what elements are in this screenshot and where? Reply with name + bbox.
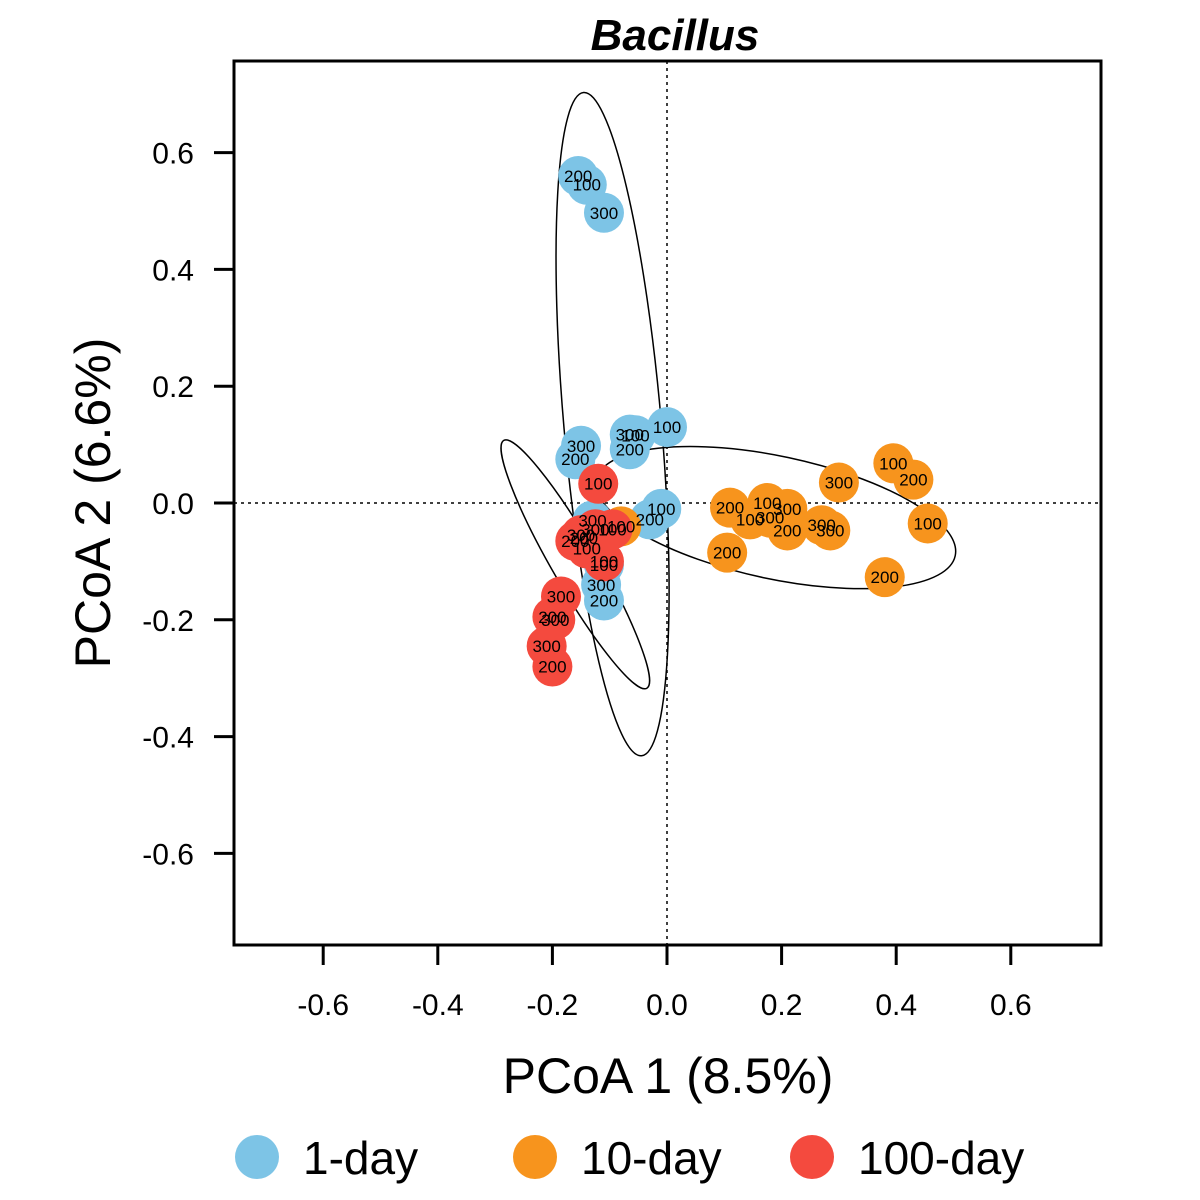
point-label: 100 — [607, 517, 635, 536]
point-label: 300 — [567, 526, 595, 545]
y-axis: -0.6 -0.4 -0.2 0.0 0.2 0.4 0.6 — [142, 138, 234, 871]
point-label: 100 — [914, 514, 942, 533]
point-label: 200 — [616, 440, 644, 459]
y-tick-label: 0.6 — [152, 138, 194, 171]
point-label: 100 — [584, 475, 612, 494]
point-label: 300 — [616, 426, 644, 445]
x-tick-label: 0.4 — [875, 989, 917, 1022]
x-tick-label: -0.2 — [527, 989, 579, 1022]
point-label: 200 — [590, 592, 618, 611]
point-label: 300 — [825, 474, 853, 493]
point-label: 300 — [756, 509, 784, 528]
point-100-day — [532, 646, 573, 687]
point-label: 200 — [871, 568, 899, 587]
point-label: 300 — [581, 520, 609, 539]
y-axis-label: PCoA 2 (6.6%) — [65, 338, 121, 669]
y-tick-label: 0.0 — [152, 488, 194, 521]
point-10-day — [893, 459, 934, 500]
y-tick-label: 0.4 — [152, 254, 194, 287]
point-label: 100 — [621, 426, 649, 445]
point-label: 300 — [541, 611, 569, 630]
point-label: 300 — [587, 576, 615, 595]
y-tick-label: -0.6 — [142, 838, 194, 871]
point-label: 300 — [773, 500, 801, 519]
point-10-day — [907, 503, 948, 544]
x-tick-label: 0.0 — [646, 989, 688, 1022]
point-label: 100 — [736, 510, 764, 529]
point-label: 300 — [547, 587, 575, 606]
point-label: 200 — [561, 450, 589, 469]
point-1-day — [583, 580, 624, 621]
point-10-day — [810, 510, 851, 551]
point-1-day — [647, 407, 687, 448]
point-label: 300 — [567, 437, 595, 456]
point-label: 300 — [578, 512, 606, 531]
point-label: 300 — [808, 516, 836, 535]
legend-marker-1-day — [235, 1135, 279, 1179]
y-tick-label: -0.2 — [142, 605, 194, 638]
point-label: 100 — [753, 494, 781, 513]
point-label: 200 — [716, 499, 744, 518]
chart-title: Bacillus — [591, 11, 760, 60]
x-tick-label: -0.4 — [412, 989, 464, 1022]
point-label: 200 — [538, 608, 566, 627]
point-label: 200 — [713, 544, 741, 563]
point-label: 100 — [590, 552, 618, 571]
point-label: 100 — [598, 520, 626, 539]
point-label: 100 — [590, 556, 618, 575]
point-label: 100 — [653, 418, 681, 437]
legend-marker-100-day — [790, 1135, 834, 1179]
x-tick-label: 0.6 — [990, 989, 1032, 1022]
point-label: 200 — [564, 167, 592, 186]
legend-label-100-day: 100-day — [858, 1132, 1024, 1184]
point-label: 100 — [647, 500, 675, 519]
point-label: 300 — [816, 521, 844, 540]
point-10-day — [707, 532, 748, 573]
point-label: 200 — [773, 521, 801, 540]
point-label: 200 — [561, 532, 589, 551]
legend-label-10-day: 10-day — [581, 1132, 722, 1184]
legend: 1-day 10-day 100-day — [235, 1132, 1024, 1184]
point-10-day — [818, 462, 859, 503]
point-label: 100 — [573, 540, 601, 559]
x-axis: -0.6 -0.4 -0.2 0.0 0.2 0.4 0.6 — [297, 945, 1032, 1022]
point-10-day — [767, 510, 808, 551]
point-label: 200 — [538, 658, 566, 677]
point-label: 300 — [590, 204, 618, 223]
x-tick-label: 0.2 — [761, 989, 803, 1022]
x-tick-label: -0.6 — [297, 989, 349, 1022]
legend-label-1-day: 1-day — [303, 1132, 418, 1184]
point-label: 200 — [570, 529, 598, 548]
point-label: 200 — [636, 510, 664, 529]
point-label: 200 — [899, 471, 927, 490]
point-100-day — [578, 463, 619, 504]
point-label: 300 — [532, 637, 560, 656]
point-1-day — [583, 192, 624, 233]
point-label: 100 — [573, 176, 601, 195]
x-axis-label: PCoA 1 (8.5%) — [503, 1048, 834, 1104]
y-tick-label: -0.4 — [142, 722, 194, 755]
point-label: 100 — [879, 454, 907, 473]
point-100-day — [583, 541, 624, 582]
point-1-day — [609, 429, 650, 470]
y-tick-label: 0.2 — [152, 371, 194, 404]
legend-marker-10-day — [513, 1135, 557, 1179]
point-10-day — [864, 557, 905, 598]
